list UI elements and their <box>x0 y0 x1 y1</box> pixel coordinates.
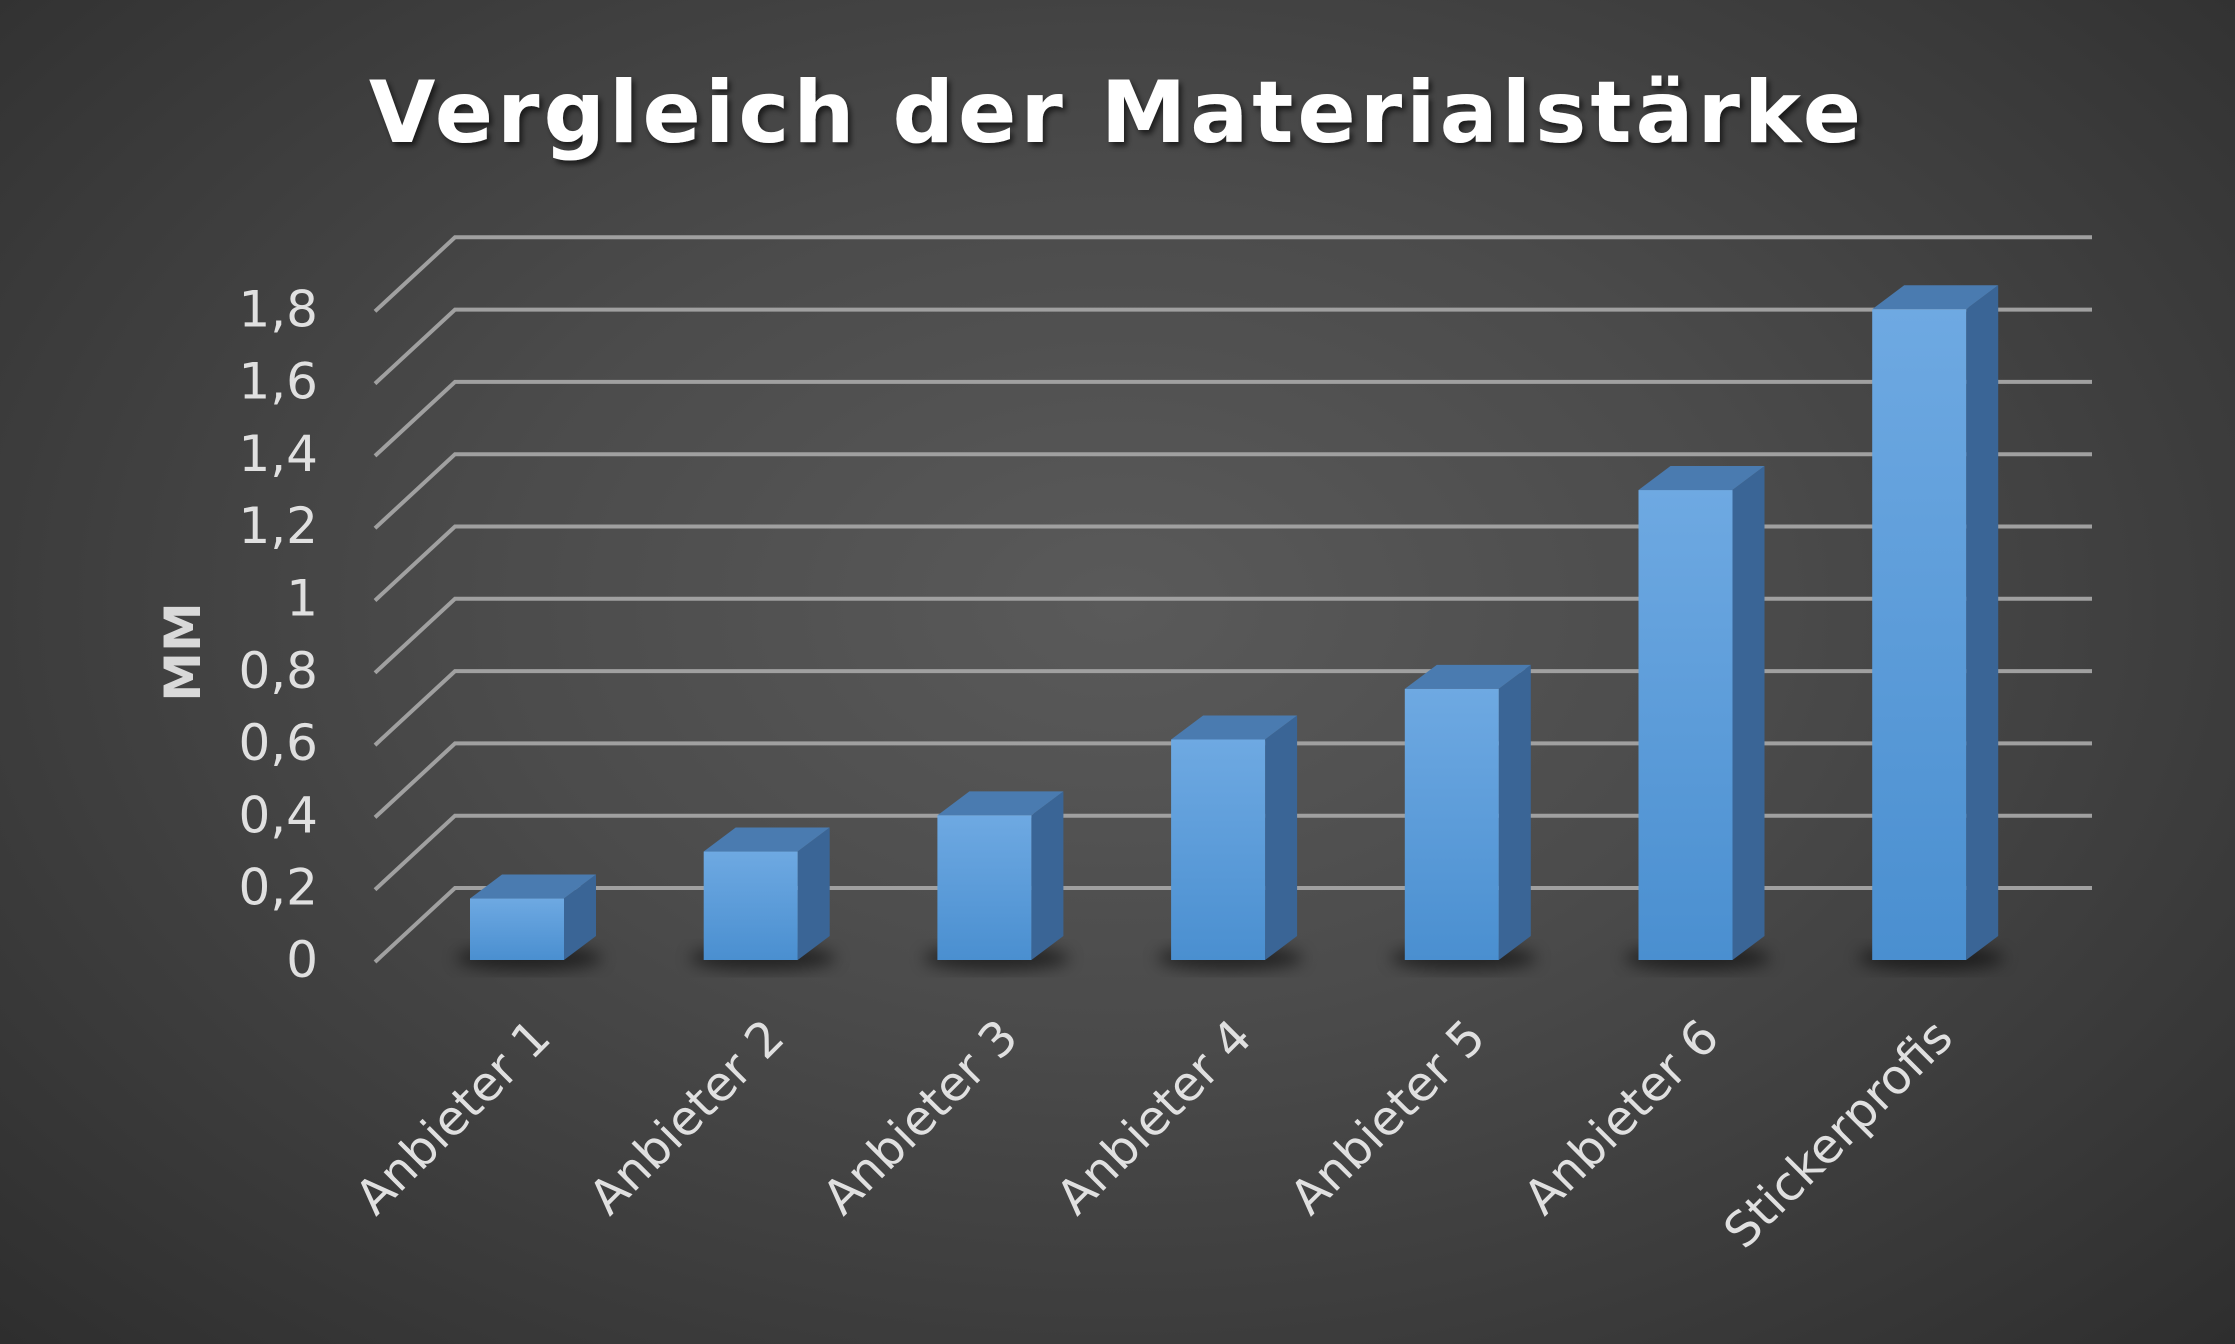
bar-side <box>1498 664 1531 960</box>
bar-top <box>1872 285 1999 310</box>
y-tick-label: 1,8 <box>238 280 318 338</box>
bar-front <box>1872 309 1967 960</box>
bar <box>1157 715 1304 970</box>
bar-side <box>797 827 830 960</box>
gridline <box>373 524 2092 602</box>
bar <box>689 827 836 970</box>
bar-top <box>1638 466 1765 491</box>
bar-top <box>937 791 1064 816</box>
y-axis-label: MM <box>154 602 212 702</box>
y-tick-label: 1,2 <box>238 497 318 555</box>
bar-front <box>1404 688 1499 960</box>
gridline <box>373 813 2092 892</box>
bar-front <box>1171 739 1266 960</box>
bar-side <box>1732 466 1765 960</box>
x-tick-label: Anbieter 1 <box>345 1009 562 1226</box>
y-tick-label: 1 <box>286 570 318 628</box>
bar-side <box>1265 715 1298 960</box>
x-tick-label: Stickerprofis <box>1713 1009 1963 1259</box>
bar <box>1624 466 1771 970</box>
y-tick-label: 0 <box>286 931 318 989</box>
gridline <box>373 741 2092 819</box>
gridline <box>373 886 2092 964</box>
gridline <box>373 596 2092 675</box>
gridline <box>373 452 2092 530</box>
bar <box>456 874 602 970</box>
x-tick-label: Anbieter 5 <box>1280 1009 1497 1226</box>
bar-front <box>1638 490 1733 960</box>
bar-top <box>1171 715 1298 740</box>
bar-top <box>470 874 596 899</box>
x-tick-label: Anbieter 6 <box>1513 1009 1730 1226</box>
chart-title: Vergleich der Materialstärke <box>369 63 1865 163</box>
y-tick-label: 0,6 <box>238 714 318 772</box>
y-tick-label: 0,4 <box>238 786 318 844</box>
bar-top <box>703 827 830 852</box>
gridline <box>373 307 2092 386</box>
gridline <box>373 669 2092 747</box>
y-tick-label: 1,4 <box>238 425 318 483</box>
x-tick-label: Anbieter 3 <box>812 1009 1029 1226</box>
x-tick-label: Anbieter 4 <box>1046 1009 1263 1226</box>
bar-front <box>703 851 798 960</box>
x-tick-label: Anbieter 2 <box>578 1009 795 1226</box>
gridline <box>373 235 2092 313</box>
bar-side <box>1031 791 1064 960</box>
y-tick-label: 0,2 <box>238 859 318 917</box>
bar-front <box>470 898 564 960</box>
y-tick-label: 1,6 <box>238 353 318 411</box>
bar <box>1858 285 2005 970</box>
bar-side <box>564 874 596 960</box>
bar <box>1390 664 1537 970</box>
bar <box>923 791 1070 970</box>
bar-side <box>1966 285 1999 960</box>
y-tick-label: 0,8 <box>238 642 318 700</box>
gridline <box>373 379 2092 458</box>
bar-top <box>1404 664 1531 689</box>
bar-front <box>937 815 1032 960</box>
